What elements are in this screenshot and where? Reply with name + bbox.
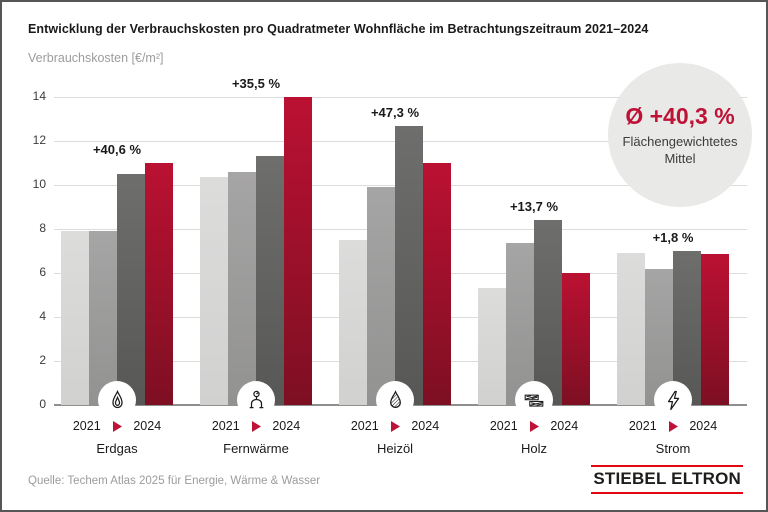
bar-group-erdgas: +40,6 % 2021 2024 Erdgas [61, 97, 173, 456]
bars [339, 125, 451, 405]
bar-2024-heizöl [423, 163, 451, 405]
average-value: Ø +40,3 % [625, 102, 735, 129]
bar-2022-holz [506, 243, 534, 405]
bar-group-strom: +1,8 % 2021 2024 Strom [617, 97, 729, 456]
year-to-label: 2024 [133, 419, 162, 433]
plot-area: 0 2 4 6 8 10 12 14 +40,6 % 2021 2024 Erdgas +35,5 % 2… [33, 76, 747, 456]
bar-group-heizöl: +47,3 % 2021 2024 Heizöl [339, 97, 451, 456]
wood-logs-icon [515, 381, 553, 419]
category-label: Heizöl [376, 441, 414, 456]
bar-2023-erdgas [117, 174, 145, 405]
year-from-label: 2021 [628, 419, 657, 433]
year-arrow-icon [251, 420, 261, 432]
gridline [54, 97, 747, 98]
change-label: +47,3 % [370, 104, 420, 120]
oil-drop-icon [376, 381, 414, 419]
y-axis-tick-label: 12 [32, 133, 46, 147]
average-badge: Ø +40,3 % Flächengewichtetes Mittel [608, 63, 752, 207]
year-range: 2021 2024 [61, 419, 173, 433]
year-range: 2021 2024 [200, 419, 312, 433]
category-label: Holz [520, 441, 547, 456]
y-axis-tick-label: 8 [39, 221, 46, 235]
change-label: +35,5 % [231, 76, 281, 91]
y-axis-tick-label: 4 [39, 309, 46, 323]
chart-title: Entwicklung der Verbrauchskosten pro Qua… [28, 22, 649, 36]
bar-2022-erdgas [89, 231, 117, 405]
year-range: 2021 2024 [339, 419, 451, 433]
y-axis-tick-label: 6 [39, 265, 46, 279]
change-label: +40,6 % [92, 142, 142, 157]
y-axis-tick-label: 0 [39, 397, 46, 411]
bar-2024-fernwärme [284, 97, 312, 405]
average-caption-line1: Flächengewichtetes [622, 133, 738, 149]
year-from-label: 2021 [211, 419, 240, 433]
bar-2021-holz [478, 288, 506, 405]
bar-2023-holz [534, 220, 562, 405]
y-axis-tick-label: 10 [32, 177, 46, 191]
year-from-label: 2021 [350, 419, 379, 433]
y-axis-tick-label: 14 [32, 89, 46, 103]
y-axis-label: Verbrauchskosten [€/m²] [28, 51, 164, 65]
y-axis-tick-label: 2 [39, 353, 46, 367]
bar-group-fernwärme: +35,5 % 2021 2024 Fernwärme [200, 76, 312, 456]
bar-2021-fernwärme [200, 177, 228, 405]
year-from-label: 2021 [489, 419, 518, 433]
bar-groups: +40,6 % 2021 2024 Erdgas +35,5 % 2021 2024 Fern… [54, 76, 747, 456]
brand-logo-text: STIEBEL ELTRON [591, 465, 743, 494]
year-arrow-icon [668, 420, 678, 432]
bars [617, 251, 729, 405]
bar-2021-erdgas [61, 231, 89, 405]
category-label: Fernwärme [223, 441, 289, 456]
change-label: +1,8 % [652, 230, 694, 245]
source-note: Quelle: Techem Atlas 2025 für Energie, W… [28, 475, 321, 487]
year-to-label: 2024 [689, 419, 718, 433]
bar-2021-strom [617, 253, 645, 405]
gas-flame-icon [98, 381, 136, 419]
category-label: Strom [655, 441, 691, 456]
bar-2024-erdgas [145, 163, 173, 405]
year-to-label: 2024 [550, 419, 579, 433]
average-caption-line2: Mittel [664, 150, 696, 166]
year-arrow-icon [529, 420, 539, 432]
category-label: Erdgas [96, 441, 138, 456]
year-arrow-icon [390, 420, 400, 432]
year-range: 2021 2024 [617, 419, 729, 433]
bar-2021-heizöl [339, 240, 367, 405]
year-arrow-icon [112, 420, 122, 432]
bar-2024-holz [562, 273, 590, 405]
bars [61, 163, 173, 405]
bar-2024-strom [701, 254, 729, 405]
lightning-icon [654, 381, 692, 419]
bar-2023-heizöl [395, 125, 423, 405]
brand-logo: STIEBEL ELTRON [591, 465, 743, 494]
year-from-label: 2021 [72, 419, 101, 433]
year-range: 2021 2024 [478, 419, 590, 433]
bars [200, 97, 312, 405]
change-label: +13,7 % [509, 199, 559, 215]
district-heating-icon [237, 381, 275, 419]
bars [478, 220, 590, 405]
year-to-label: 2024 [272, 419, 301, 433]
bar-2023-fernwärme [256, 156, 284, 405]
bar-2022-fernwärme [228, 171, 256, 405]
year-to-label: 2024 [411, 419, 440, 433]
bar-2022-heizöl [367, 187, 395, 405]
bar-group-holz: +13,7 % 2021 2024 Holz [478, 97, 590, 456]
bar-2023-strom [673, 251, 701, 405]
